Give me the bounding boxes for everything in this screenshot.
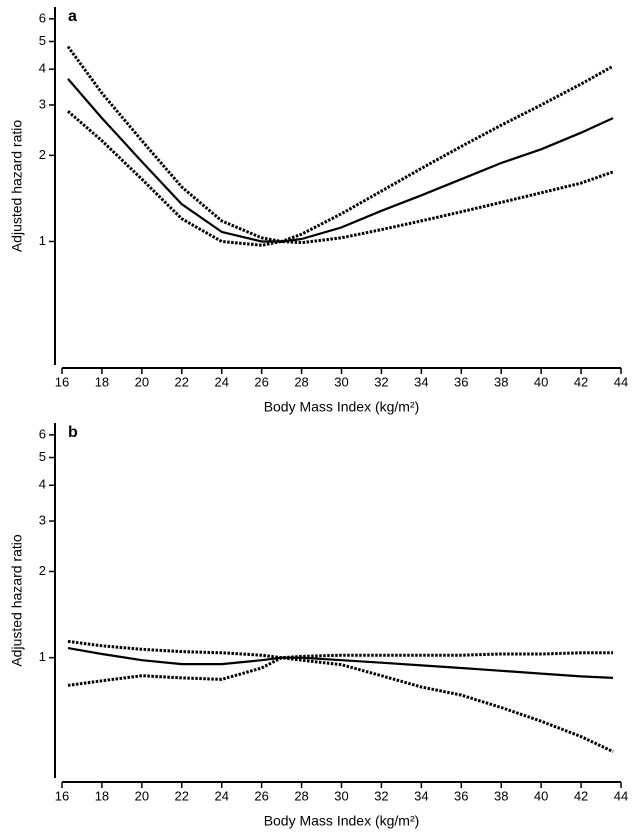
curve — [67, 110, 614, 247]
x-tick-label: 18 — [95, 788, 109, 803]
panel-label: b — [68, 424, 78, 441]
panel-label: a — [68, 8, 77, 25]
curve — [67, 639, 613, 660]
x-tick-label: 28 — [294, 788, 308, 803]
x-tick-label: 24 — [214, 788, 228, 803]
y-tick-label: 5 — [39, 33, 46, 48]
x-tick-label: 20 — [135, 788, 149, 803]
x-tick-label: 32 — [374, 374, 388, 389]
y-tick-label: 4 — [39, 477, 46, 492]
x-tick-label: 40 — [534, 788, 548, 803]
y-axis-label: Adjusted hazard ratio — [9, 534, 25, 667]
x-tick-label: 26 — [254, 374, 268, 389]
x-tick-label: 34 — [414, 374, 428, 389]
x-tick-label: 32 — [374, 788, 388, 803]
y-tick-label: 2 — [39, 147, 46, 162]
x-tick-label: 28 — [294, 374, 308, 389]
x-tick-label: 44 — [614, 788, 628, 803]
y-tick-label: 3 — [39, 512, 46, 527]
x-tick-label: 42 — [574, 788, 588, 803]
x-tick-label: 38 — [494, 788, 508, 803]
y-tick-label: 1 — [39, 233, 46, 248]
curve — [67, 647, 614, 679]
y-tick-label: 1 — [39, 649, 46, 664]
x-tick-label: 16 — [55, 374, 69, 389]
y-tick-label: 5 — [39, 449, 46, 464]
x-tick-label: 38 — [494, 374, 508, 389]
y-tick-label: 6 — [39, 426, 46, 441]
curve — [67, 78, 614, 243]
y-tick-label: 4 — [39, 61, 46, 76]
x-tick-label: 20 — [135, 374, 149, 389]
x-tick-label: 34 — [414, 788, 428, 803]
x-tick-label: 44 — [614, 374, 628, 389]
curve — [66, 45, 614, 243]
y-tick-label: 2 — [39, 563, 46, 578]
x-tick-label: 36 — [454, 788, 468, 803]
y-axis-label: Adjusted hazard ratio — [9, 120, 25, 253]
x-tick-label: 16 — [55, 788, 69, 803]
x-axis-label: Body Mass Index (kg/m²) — [264, 813, 420, 829]
x-tick-label: 18 — [95, 374, 109, 389]
x-tick-label: 30 — [334, 374, 348, 389]
x-tick-label: 22 — [175, 374, 189, 389]
x-tick-label: 30 — [334, 788, 348, 803]
x-tick-label: 24 — [214, 374, 228, 389]
x-tick-label: 22 — [175, 788, 189, 803]
curve — [67, 656, 614, 753]
x-tick-label: 26 — [254, 788, 268, 803]
x-tick-label: 36 — [454, 374, 468, 389]
x-tick-label: 40 — [534, 374, 548, 389]
y-tick-label: 6 — [39, 10, 46, 25]
x-tick-label: 42 — [574, 374, 588, 389]
y-tick-label: 3 — [39, 96, 46, 111]
x-axis-label: Body Mass Index (kg/m²) — [264, 399, 420, 415]
